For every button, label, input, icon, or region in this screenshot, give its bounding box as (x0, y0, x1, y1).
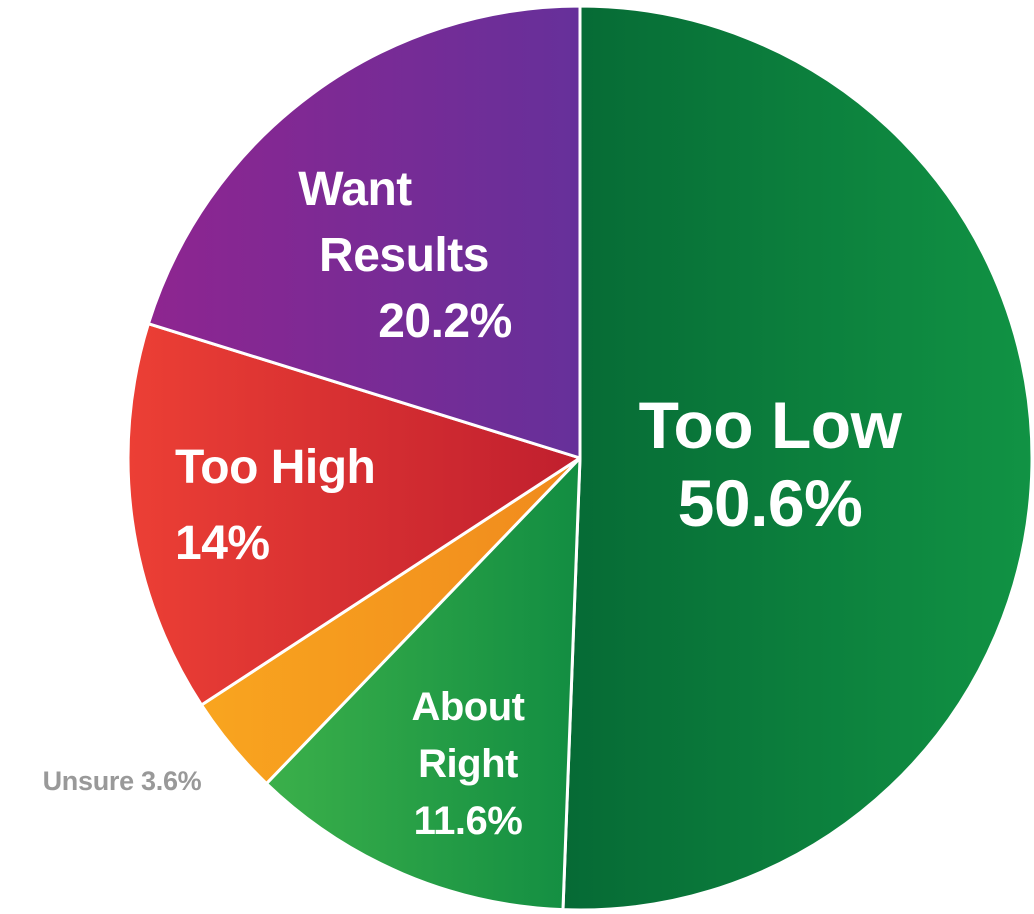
slice-label-unsure-line-1: Unsure 3.6% (43, 766, 202, 796)
slice-label-want-results-line-1: Want (298, 163, 412, 216)
slice-label-want-results-line-2: Results (319, 229, 489, 282)
slice-label-too-high-line-1: Too High (175, 441, 375, 494)
pie-labels: Too Low 50.6% About Right 11.6% Unsure 3.6% To… (43, 163, 903, 843)
slice-label-too-low-line-1: Too Low (639, 388, 903, 462)
slice-label-too-high: Too High 14% (175, 441, 375, 570)
pie-slice-want-results (146, 4, 582, 460)
slice-label-want-results-line-3: 20.2% (378, 295, 512, 348)
slice-label-too-low-line-2: 50.6% (678, 466, 863, 540)
pie-slice-too-low (561, 4, 1034, 912)
pie-slice-about-right (264, 456, 582, 912)
slice-label-about-right: About Right 11.6% (411, 685, 524, 843)
pie-slice-too-high (126, 322, 582, 707)
slice-label-want-results: Want Results 20.2% (298, 163, 512, 348)
slice-label-too-low: Too Low 50.6% (639, 388, 903, 540)
slice-label-about-right-line-3: 11.6% (414, 799, 523, 843)
pie-slices (126, 4, 1034, 912)
slice-label-unsure: Unsure 3.6% (43, 766, 202, 796)
slice-label-too-high-line-2: 14% (175, 517, 270, 570)
slice-label-about-right-line-2: Right (418, 742, 518, 786)
slice-label-about-right-line-1: About (411, 685, 524, 729)
